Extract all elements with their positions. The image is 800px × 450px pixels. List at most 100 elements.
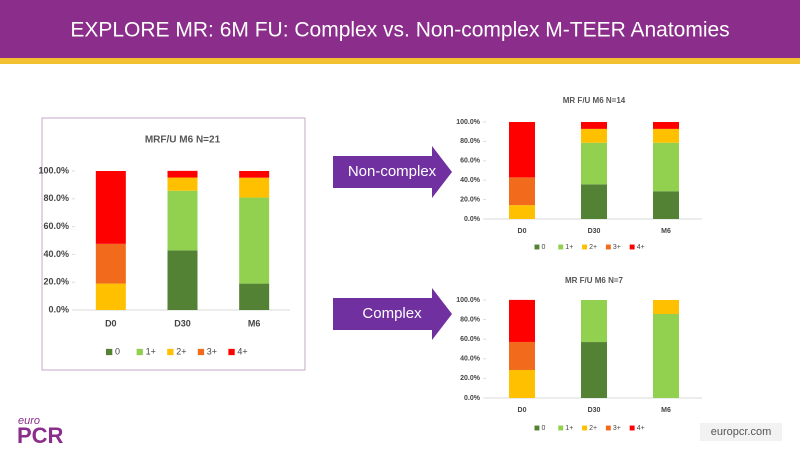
x-tick-label: D30 — [174, 318, 191, 328]
legend-swatch — [582, 244, 587, 250]
legend-swatch — [558, 244, 564, 250]
bar-segment — [509, 205, 535, 219]
bar-segment — [653, 191, 679, 219]
bar-segment — [653, 300, 679, 315]
y-tick-label: 40.0% — [460, 356, 481, 363]
y-tick-label: 80.0% — [43, 193, 69, 203]
x-tick-label: D30 — [588, 228, 601, 235]
legend-label: 3+ — [613, 244, 621, 251]
bar-segment — [509, 299, 535, 342]
legend-swatch — [605, 244, 611, 250]
legend-swatch — [167, 348, 174, 356]
y-tick-label: 100.0% — [456, 119, 481, 126]
y-tick-label: 100.0% — [456, 297, 481, 304]
legend-swatch — [197, 348, 205, 356]
header-bar — [0, 0, 800, 58]
bar-segment — [581, 300, 607, 343]
y-tick-label: 40.0% — [43, 249, 69, 259]
legend-label: 1+ — [565, 425, 573, 432]
legend-swatch — [558, 425, 564, 431]
arrow — [333, 146, 452, 198]
bar-segment — [581, 184, 607, 219]
slide-title: EXPLORE MR: 6M FU: Complex vs. Non-compl… — [70, 19, 729, 42]
y-tick-label: 0.0% — [48, 304, 69, 314]
y-tick-label: 80.0% — [460, 138, 481, 145]
footer: europcr.com — [711, 426, 772, 438]
legend-label: 4+ — [237, 346, 247, 356]
legend-label: 3+ — [613, 425, 621, 432]
bar-segment — [167, 170, 198, 178]
legend-swatch — [605, 425, 611, 431]
bar-segment — [581, 122, 607, 129]
x-tick-label: D0 — [105, 318, 117, 328]
x-tick-label: M6 — [248, 318, 261, 328]
bar-segment — [509, 122, 535, 178]
x-tick-label: D30 — [588, 407, 601, 414]
bar-segment — [509, 177, 535, 206]
header-stripe — [0, 58, 800, 64]
legend-label: 0 — [115, 346, 120, 356]
logo-main: PCR — [17, 423, 64, 448]
legend-label: 2+ — [589, 244, 597, 251]
y-tick-label: 20.0% — [460, 375, 481, 382]
bar-segment — [239, 171, 270, 178]
y-tick-label: 20.0% — [460, 196, 481, 203]
chart-title: MR F/U M6 N=14 — [563, 96, 626, 105]
bar-segment — [167, 250, 198, 310]
legend-swatch — [136, 348, 143, 356]
x-tick-label: D0 — [518, 407, 527, 414]
arrow-label: Non-complex — [348, 163, 437, 180]
arrow — [333, 288, 452, 340]
legend-label: 3+ — [207, 346, 217, 356]
y-tick-label: 60.0% — [460, 158, 481, 165]
y-tick-label: 0.0% — [464, 216, 481, 223]
bar-segment — [653, 122, 679, 129]
y-tick-label: 60.0% — [460, 336, 481, 343]
y-tick-label: 40.0% — [460, 177, 481, 184]
bar-segment — [653, 128, 679, 143]
legend-swatch — [534, 244, 540, 250]
bar-segment — [509, 369, 535, 398]
bar-segment — [95, 283, 126, 310]
legend-swatch — [629, 425, 635, 431]
legend-swatch — [629, 244, 635, 250]
bar-segment — [95, 171, 126, 244]
legend-swatch — [534, 425, 540, 431]
bar-segment — [239, 283, 270, 310]
bar-segment — [653, 142, 679, 192]
legend-label: 0 — [542, 425, 546, 432]
bar-segment — [167, 190, 198, 251]
legend-label: 2+ — [589, 425, 597, 432]
legend-label: 1+ — [146, 346, 156, 356]
bar-segment — [581, 142, 607, 185]
footer-box — [700, 423, 782, 441]
legend-label: 0 — [542, 244, 546, 251]
legend-label: 4+ — [637, 244, 645, 251]
legend-swatch — [228, 348, 235, 356]
legend-label: 4+ — [637, 425, 645, 432]
bar-segment — [509, 341, 535, 370]
x-tick-label: M6 — [661, 407, 671, 414]
x-tick-label: M6 — [661, 228, 671, 235]
legend-swatch — [582, 425, 587, 431]
chart-title: MRF/U M6 N=21 — [145, 135, 221, 146]
y-tick-label: 0.0% — [464, 395, 481, 402]
y-tick-label: 100.0% — [38, 165, 69, 175]
logo-top: euro — [18, 415, 40, 427]
x-tick-label: D0 — [518, 228, 527, 235]
bar-segment — [167, 177, 198, 191]
legend-label: 1+ — [565, 244, 573, 251]
legend-swatch — [106, 348, 113, 356]
y-tick-label: 60.0% — [43, 221, 69, 231]
bar-segment — [95, 243, 126, 284]
bar-segment — [581, 128, 607, 143]
bar-segment — [239, 197, 270, 284]
chart-title: MR F/U M6 N=7 — [565, 276, 624, 285]
legend-label: 2+ — [176, 346, 186, 356]
y-tick-label: 20.0% — [43, 277, 69, 287]
bar-segment — [653, 314, 679, 398]
bar-segment — [239, 177, 270, 198]
y-tick-label: 80.0% — [460, 316, 481, 323]
